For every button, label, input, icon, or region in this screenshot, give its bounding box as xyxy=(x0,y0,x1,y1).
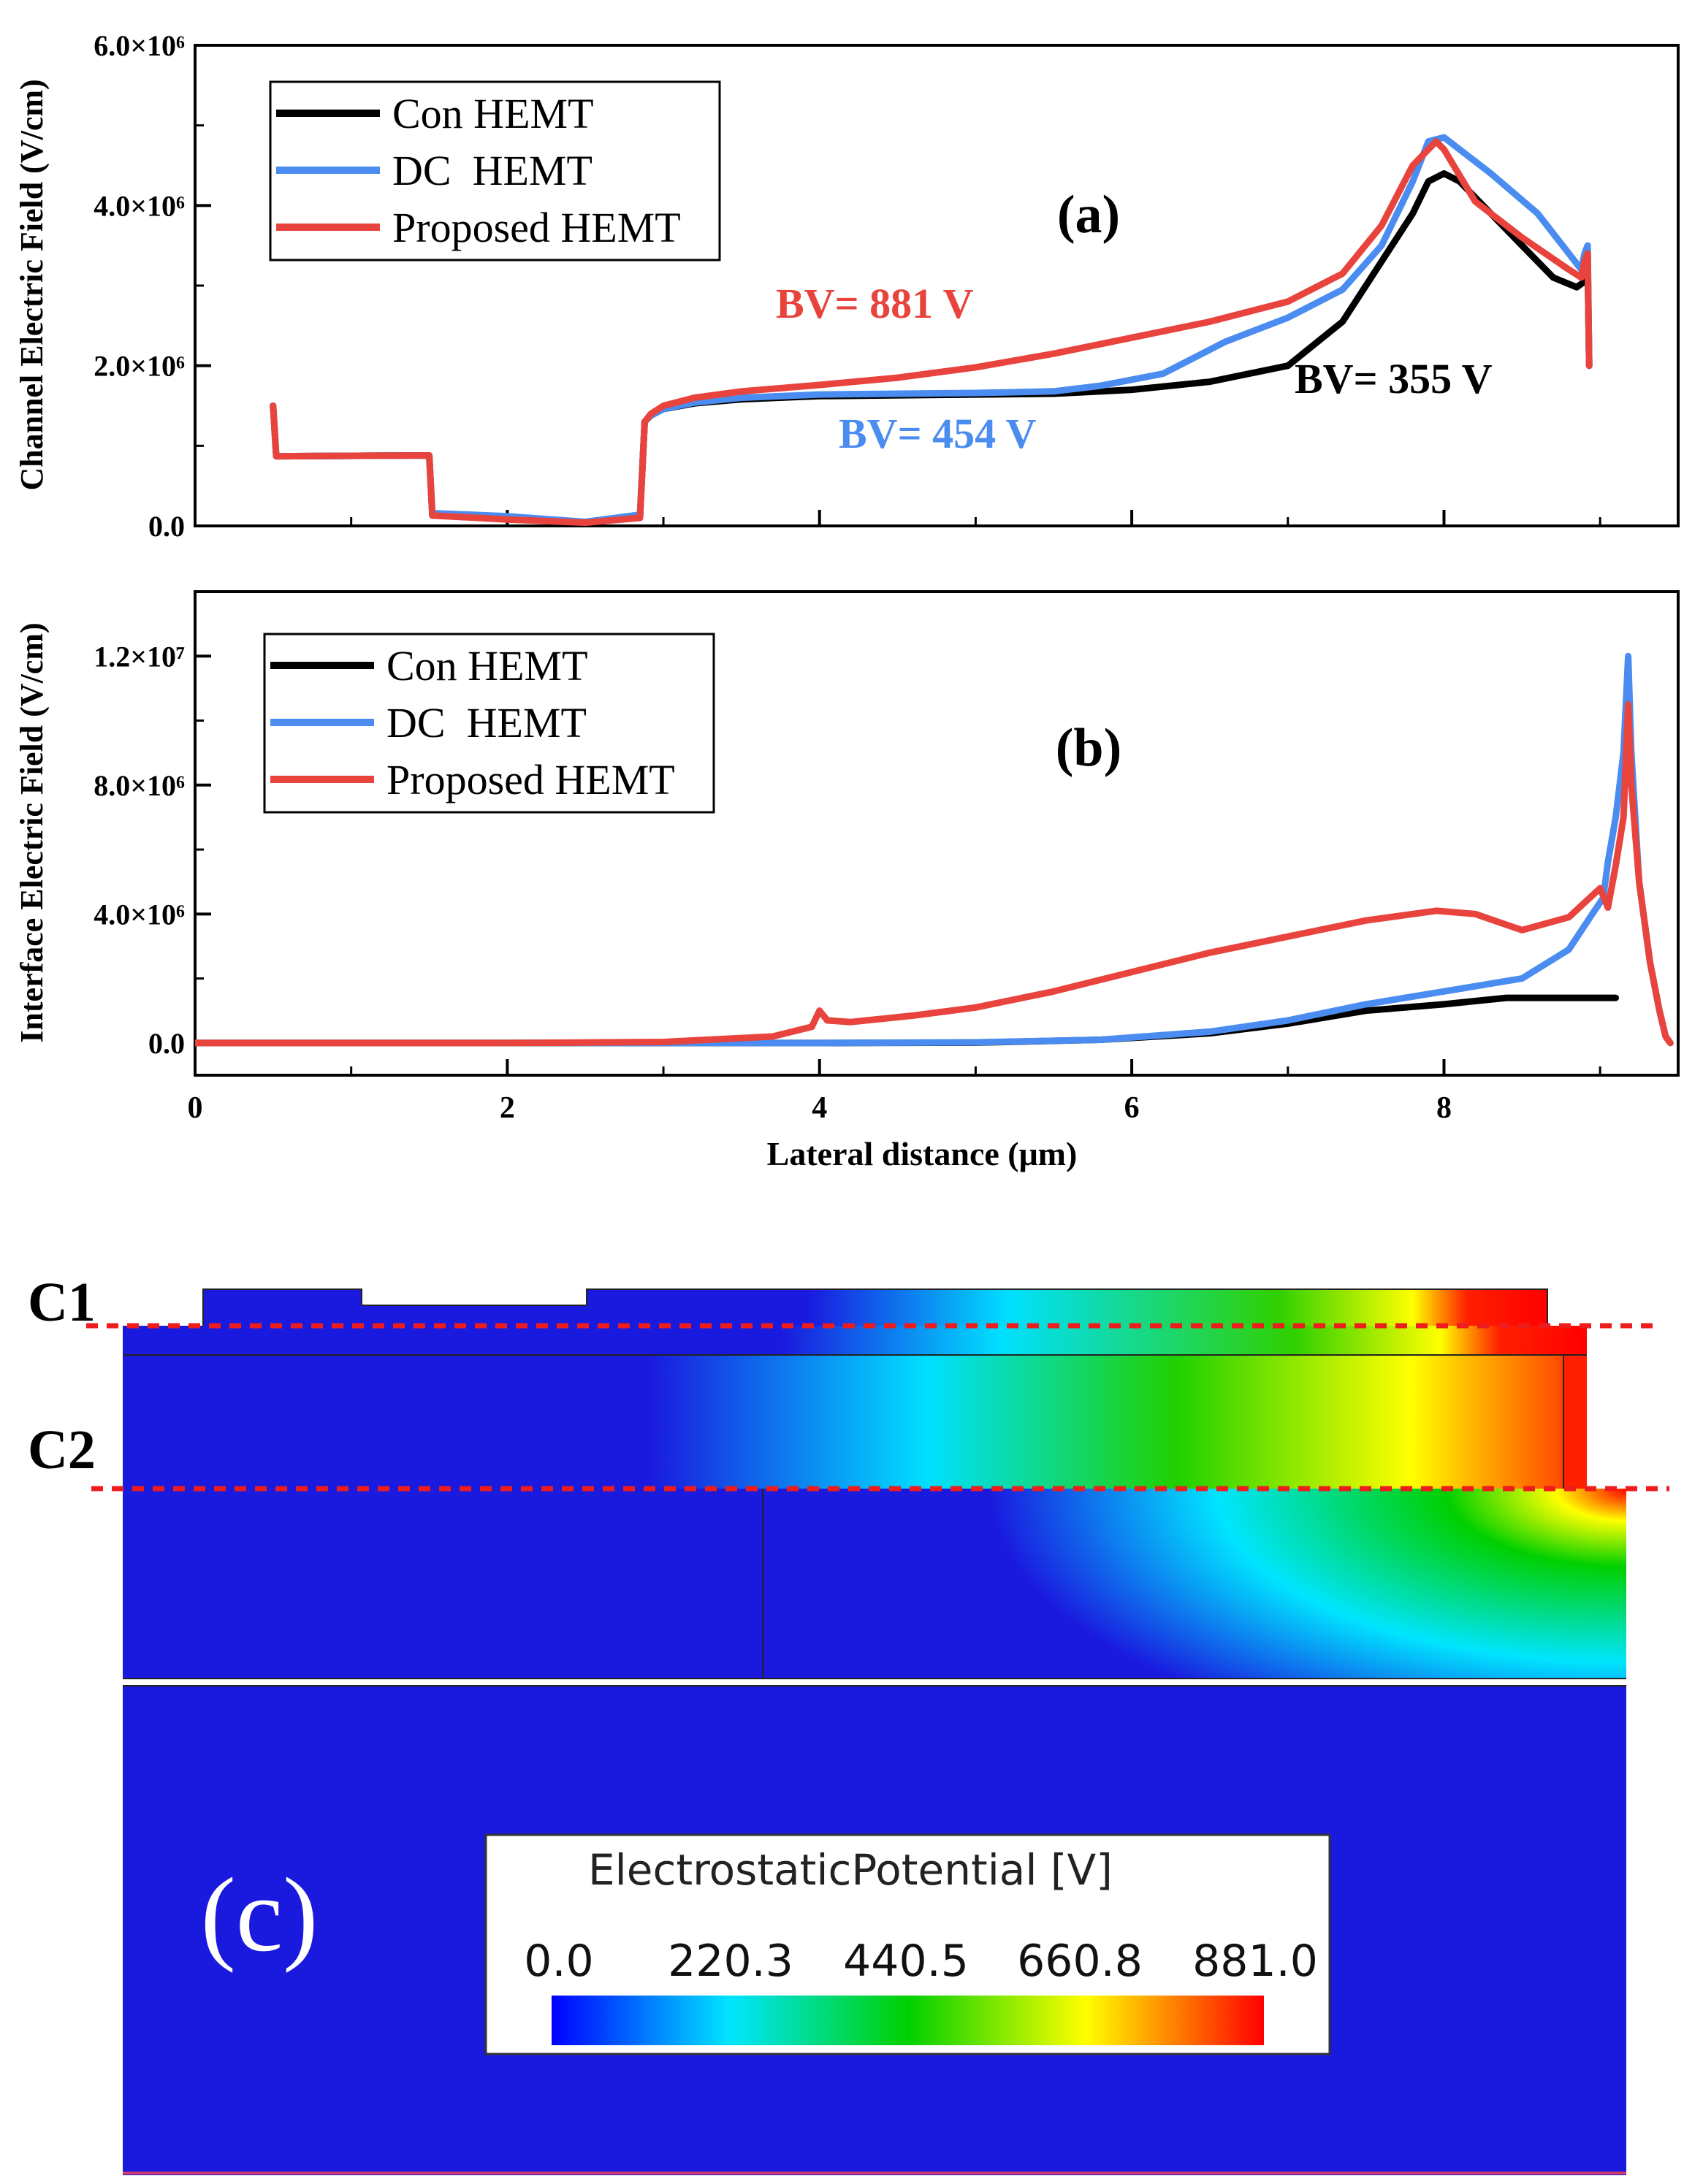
region-boundaries xyxy=(123,1288,1626,1687)
drain-contact-region xyxy=(1563,1355,1587,1489)
colorbar-tick-label: 881.0 xyxy=(1192,1936,1318,1987)
legend-label-proposed: Proposed HEMT xyxy=(392,204,681,251)
y-tick-label: 0.0 xyxy=(148,1027,185,1060)
colorbar-ticks: 0.0 220.3 440.5 660.8 881.0 xyxy=(524,1936,1318,1987)
colorbar-tick-label: 0.0 xyxy=(524,1936,593,1987)
series-line-con xyxy=(195,994,1619,1047)
gate-recess-region xyxy=(362,1289,587,1305)
panel-b-y-ticks: 0.0 4.0×10⁶ 8.0×10⁶ 1.2×10⁷ xyxy=(94,640,211,1060)
panel-b: 0.0 4.0×10⁶ 8.0×10⁶ 1.2×10⁷ 0 2 4 6 8 Interface… xyxy=(14,590,1680,1172)
panel-a-x-ticks xyxy=(194,510,1601,526)
y-tick-label: 6.0×10⁶ xyxy=(94,29,185,62)
panel-a-legend: Con HEMT DC HEMT Proposed HEMT xyxy=(269,80,721,261)
series-line-proposed xyxy=(270,138,1593,526)
bv-annotation-dc: BV= 454 V xyxy=(839,410,1037,457)
panel-a-label: (a) xyxy=(1057,185,1120,245)
y-tick-label: 4.0×10⁶ xyxy=(94,898,185,931)
panel-b-ylabel: Interface Electric Field (V/cm) xyxy=(14,622,50,1042)
panel-a-ylabel: Channel Electric Field (V/cm) xyxy=(14,79,50,490)
panel-c-label: (c) xyxy=(201,1857,319,1974)
colorbar-legend: ElectrostaticPotential [V] 0.0 220.3 440.5… xyxy=(484,1833,1331,2055)
panel-b-frame xyxy=(194,590,1680,1077)
x-tick-label: 2 xyxy=(500,1091,515,1125)
y-tick-label: 8.0×10⁶ xyxy=(94,769,185,802)
colorbar-tick-label: 220.3 xyxy=(668,1936,793,1987)
panel-b-series xyxy=(195,652,1674,1047)
cutline-c2-label: C2 xyxy=(28,1419,96,1481)
colorbar-title: ElectrostaticPotential [V] xyxy=(588,1845,1113,1895)
passivation-strip xyxy=(123,1326,1587,1355)
colorbar-tick-label: 660.8 xyxy=(1017,1936,1143,1987)
legend-label-con: Con HEMT xyxy=(386,642,588,690)
panel-a: 0.0 2.0×10⁶ 4.0×10⁶ 6.0×10⁶ Channel Electri… xyxy=(14,29,1680,543)
colorbar-gradient xyxy=(552,1996,1264,2045)
panel-b-label: (b) xyxy=(1056,718,1121,778)
legend-label-con: Con HEMT xyxy=(392,90,594,137)
x-tick-label: 6 xyxy=(1124,1091,1140,1125)
x-tick-label: 8 xyxy=(1436,1091,1452,1125)
panel-b-xlabel: Lateral distance (μm) xyxy=(767,1135,1078,1172)
panel-a-y-ticks: 0.0 2.0×10⁶ 4.0×10⁶ 6.0×10⁶ xyxy=(94,29,211,543)
y-tick-label: 0.0 xyxy=(148,510,185,543)
y-tick-label: 1.2×10⁷ xyxy=(94,640,185,673)
x-tick-label: 4 xyxy=(812,1091,827,1125)
legend-label-proposed: Proposed HEMT xyxy=(386,756,675,803)
colorbar-tick-label: 440.5 xyxy=(843,1936,969,1987)
series-line-proposed xyxy=(195,701,1674,1047)
y-tick-label: 2.0×10⁶ xyxy=(94,350,185,383)
legend-label-dc: DC HEMT xyxy=(392,147,593,194)
panel-b-legend: Con HEMT DC HEMT Proposed HEMT xyxy=(263,633,715,814)
buffer-left-region xyxy=(123,1489,763,1679)
legend-label-dc: DC HEMT xyxy=(386,699,587,747)
y-tick-label: 4.0×10⁶ xyxy=(94,189,185,222)
x-tick-label: 0 xyxy=(188,1091,203,1125)
cutline-c1-label: C1 xyxy=(28,1272,96,1333)
bv-annotation-con: BV= 355 V xyxy=(1295,355,1493,402)
bv-annotation-proposed: BV= 881 V xyxy=(776,280,974,327)
panel-a-series xyxy=(270,134,1593,526)
barrier-region xyxy=(123,1355,1587,1489)
panel-b-x-ticks: 0 2 4 6 8 xyxy=(188,1059,1601,1125)
panel-c-device-map: C1 C2 (c) ElectrostaticPotential [V] 0.0… xyxy=(28,1272,1669,2175)
